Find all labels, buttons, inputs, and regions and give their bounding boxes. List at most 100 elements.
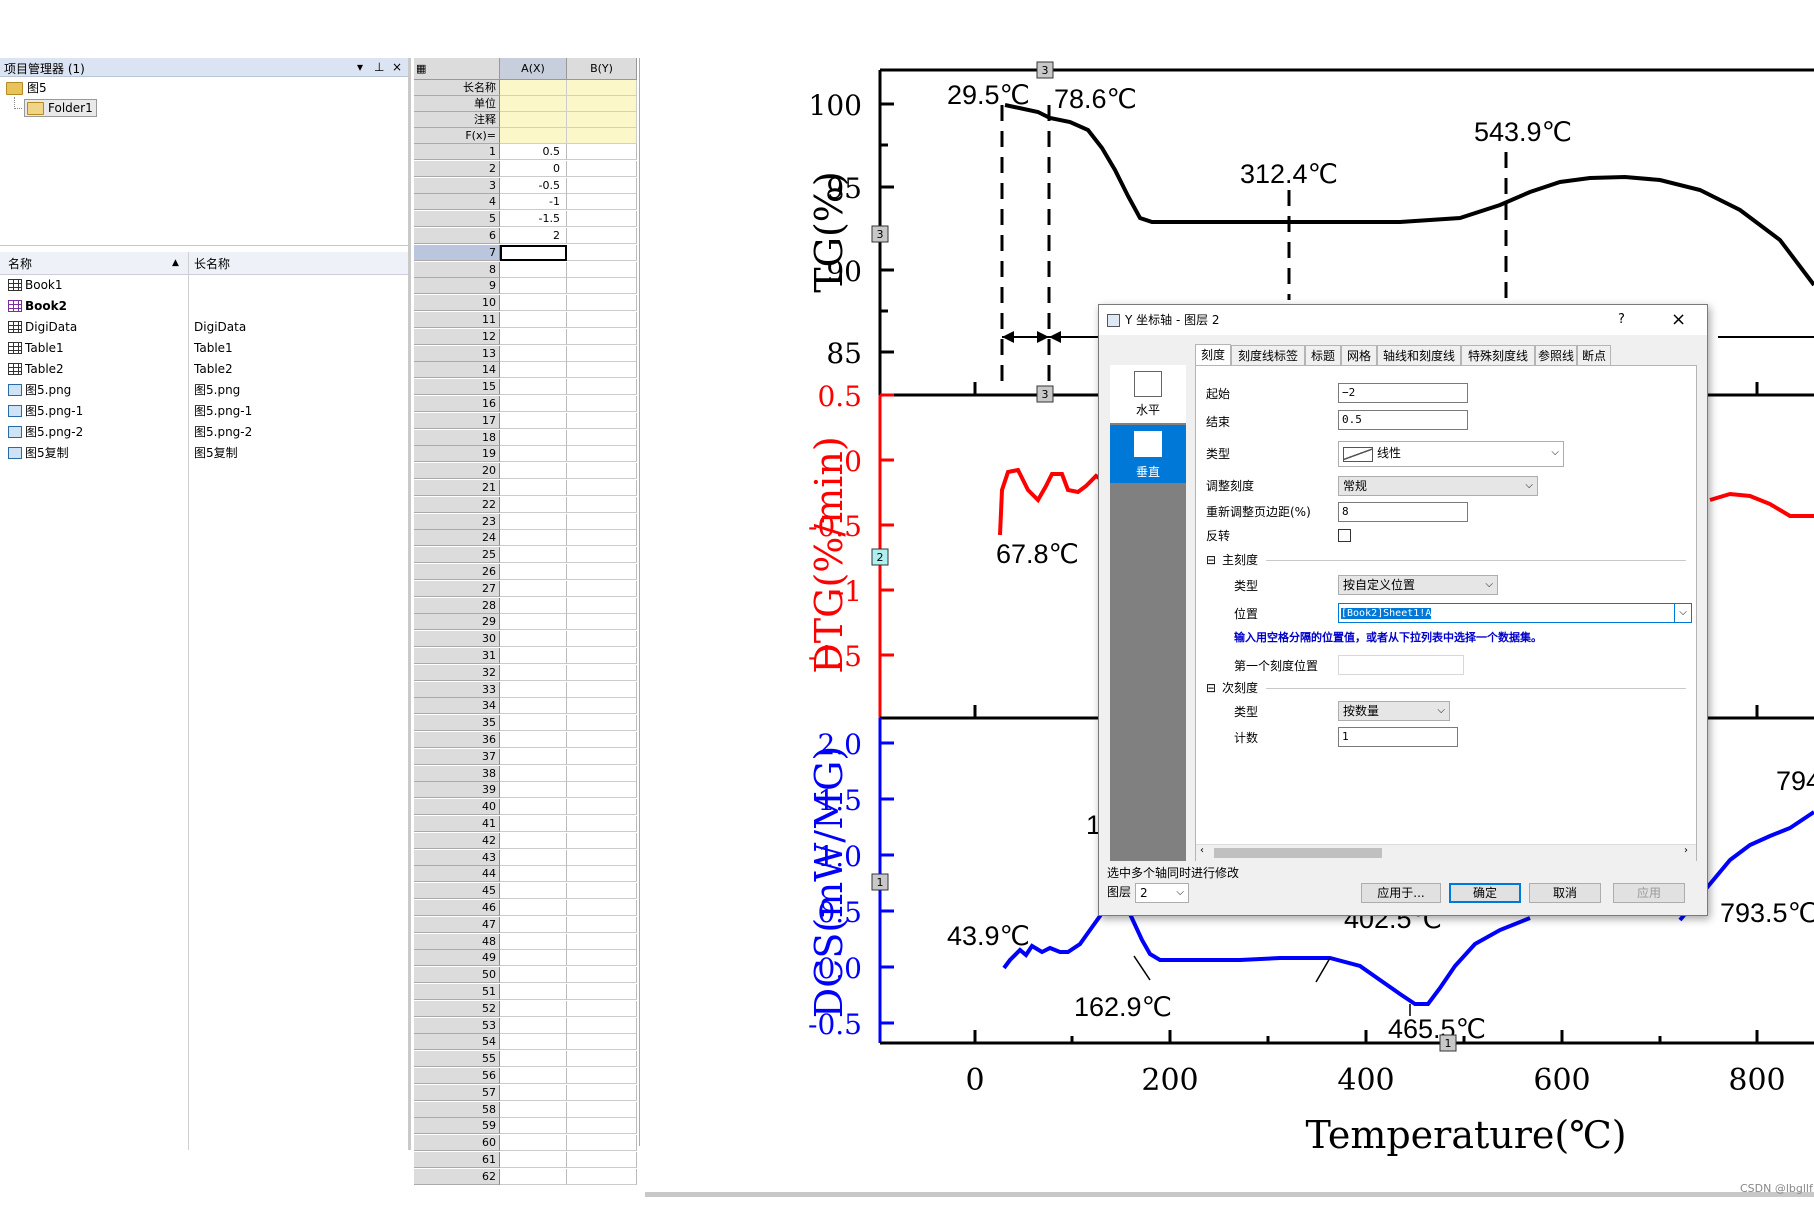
row-number[interactable]: 58 (414, 1101, 500, 1118)
row-number[interactable]: 9 (414, 278, 500, 295)
cell-b[interactable] (567, 530, 637, 547)
cell-a[interactable] (500, 933, 567, 950)
row-number[interactable]: 4 (414, 194, 500, 211)
cell-b[interactable] (567, 1034, 637, 1051)
list-item[interactable]: 图5复制 图5复制 (0, 443, 410, 464)
cell-a[interactable] (500, 631, 567, 648)
cell-a[interactable]: 2 (500, 228, 567, 244)
cell-b[interactable] (567, 328, 637, 345)
cell-b[interactable] (567, 261, 637, 278)
cell-a[interactable] (500, 1051, 567, 1068)
cell-b[interactable] (567, 1068, 637, 1084)
cell-a[interactable] (500, 748, 567, 765)
cell-a[interactable] (500, 816, 567, 832)
cell-a[interactable] (500, 967, 567, 984)
cell-b[interactable] (567, 664, 637, 681)
row-number[interactable]: 3 (414, 177, 500, 194)
row-number[interactable]: 28 (414, 597, 500, 614)
close-icon[interactable]: × (392, 60, 403, 74)
cell-b[interactable] (567, 480, 637, 496)
cell-b[interactable] (567, 429, 637, 446)
cell-b[interactable] (567, 312, 637, 328)
row-number[interactable]: 21 (414, 480, 500, 496)
cell-b[interactable] (567, 463, 637, 480)
cell-a[interactable] (500, 883, 567, 900)
row-number[interactable]: 14 (414, 362, 500, 379)
row-number[interactable]: 32 (414, 664, 500, 681)
cell-b[interactable] (567, 849, 637, 866)
row-number[interactable]: 52 (414, 1000, 500, 1017)
row-number[interactable]: 60 (414, 1135, 500, 1152)
cell-a[interactable] (500, 597, 567, 614)
scroll-left-icon[interactable]: ‹ (1200, 845, 1204, 856)
cell-a[interactable] (500, 1084, 567, 1101)
collapse-icon[interactable]: ⊟ (1206, 681, 1217, 695)
cell-a[interactable] (500, 412, 567, 429)
rescale-select[interactable]: 常规 ⌵ (1338, 476, 1538, 496)
row-number[interactable]: 29 (414, 614, 500, 631)
dropdown-icon[interactable]: ▾ (357, 60, 364, 74)
row-number[interactable]: 49 (414, 950, 500, 967)
chevron-down-icon[interactable]: ⌵ (1674, 604, 1691, 622)
cell-a[interactable] (500, 580, 567, 597)
cell-b[interactable] (567, 1135, 637, 1152)
row-number[interactable]: 23 (414, 513, 500, 530)
cell-b[interactable] (567, 950, 637, 967)
row-number[interactable]: 2 (414, 160, 500, 177)
side-item-vertical[interactable]: 垂直 (1110, 425, 1186, 483)
cell-a[interactable] (500, 261, 567, 278)
cell-b[interactable] (567, 799, 637, 816)
start-input[interactable]: −2 (1338, 383, 1468, 403)
pin-icon[interactable]: ⊥ (374, 60, 385, 74)
row-number[interactable]: 46 (414, 900, 500, 916)
cell-b[interactable] (567, 345, 637, 362)
list-item[interactable]: Table1 Table1 (0, 338, 410, 359)
tab-2[interactable]: 标题 (1305, 345, 1341, 365)
layer-select[interactable]: 2 ⌵ (1135, 883, 1189, 903)
cell-b[interactable] (567, 1101, 637, 1118)
row-number[interactable]: 36 (414, 732, 500, 748)
cell-b[interactable] (567, 732, 637, 748)
cell-b[interactable] (567, 933, 637, 950)
close-icon[interactable]: × (1671, 309, 1687, 330)
list-item[interactable]: Book2 (0, 296, 410, 317)
collapse-icon[interactable]: ⊟ (1206, 553, 1217, 567)
row-number[interactable]: 37 (414, 748, 500, 765)
row-number[interactable]: 53 (414, 1017, 500, 1034)
cell-a[interactable] (500, 463, 567, 480)
cell-b[interactable] (567, 496, 637, 513)
row-number[interactable]: 56 (414, 1068, 500, 1084)
cell-b[interactable] (567, 748, 637, 765)
cell-b[interactable] (567, 194, 637, 211)
cell-a[interactable] (500, 1017, 567, 1034)
cell-a[interactable] (500, 832, 567, 849)
list-item[interactable]: Table2 Table2 (0, 359, 410, 380)
tab-1[interactable]: 刻度线标签 (1231, 345, 1305, 365)
cell-b[interactable] (567, 597, 637, 614)
row-number[interactable]: 50 (414, 967, 500, 984)
row-number[interactable]: 33 (414, 681, 500, 698)
cell-a[interactable] (500, 1118, 567, 1135)
cell-a[interactable] (500, 916, 567, 933)
row-number[interactable]: 51 (414, 984, 500, 1000)
cell-b[interactable] (567, 984, 637, 1000)
meta-cell[interactable] (567, 128, 637, 144)
row-number[interactable]: 55 (414, 1051, 500, 1068)
splitter[interactable] (408, 58, 411, 1150)
row-number[interactable]: 26 (414, 564, 500, 580)
cell-a[interactable] (500, 244, 567, 261)
cell-b[interactable] (567, 900, 637, 916)
cell-b[interactable] (567, 177, 637, 194)
tab-5[interactable]: 特殊刻度线 (1461, 345, 1535, 365)
row-number[interactable]: 45 (414, 883, 500, 900)
cell-a[interactable] (500, 664, 567, 681)
meta-cell[interactable] (500, 112, 567, 128)
cell-a[interactable] (500, 312, 567, 328)
row-number[interactable]: 7 (414, 244, 500, 261)
cell-a[interactable] (500, 446, 567, 463)
cell-b[interactable] (567, 631, 637, 648)
cell-a[interactable] (500, 1101, 567, 1118)
cell-b[interactable] (567, 228, 637, 244)
cancel-button[interactable]: 取消 (1529, 883, 1601, 903)
cell-a[interactable] (500, 715, 567, 732)
